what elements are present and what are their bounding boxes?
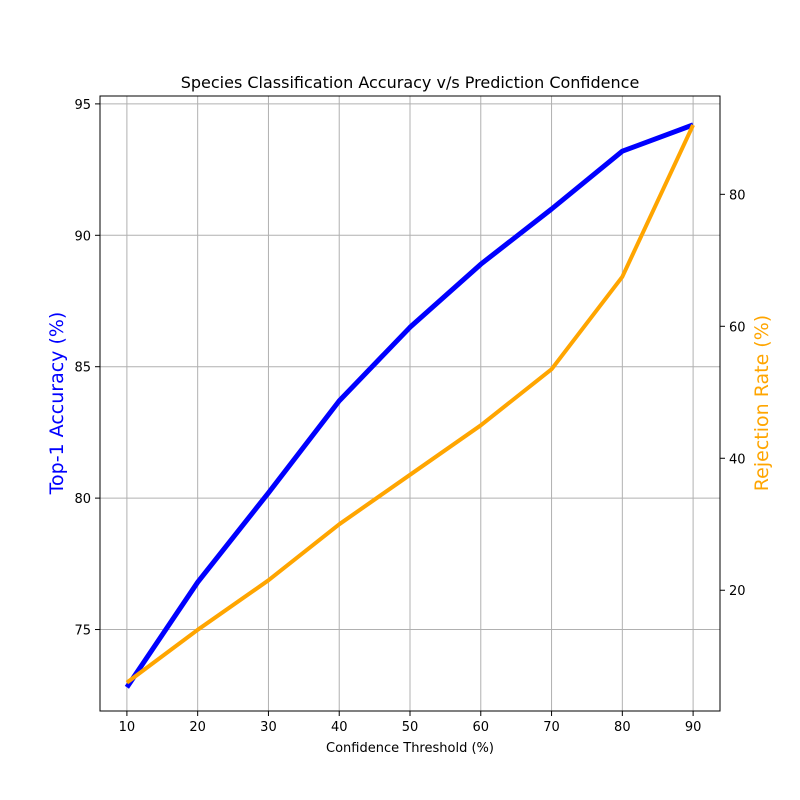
- x-tick-label: 10: [119, 720, 136, 735]
- x-tick-label: 70: [543, 720, 560, 735]
- y-right-tick-label: 60: [729, 320, 746, 335]
- x-tick-label: 30: [260, 720, 277, 735]
- x-tick-label: 80: [614, 720, 631, 735]
- y-axis-left-label: Top-1 Accuracy (%): [46, 312, 68, 496]
- grid-lines: [100, 96, 720, 711]
- y-left-tick-label: 85: [74, 361, 91, 376]
- axis-ticks: 10 20 30 40 50 60 70 80 90 75 80 85 90 95 20 40 60 80: [74, 98, 745, 735]
- x-tick-label: 20: [189, 720, 206, 735]
- x-tick-label: 50: [402, 720, 419, 735]
- y-left-tick-label: 80: [74, 492, 91, 507]
- y-right-tick-label: 40: [729, 452, 746, 467]
- rejection-series-line: [125, 124, 695, 685]
- y-left-tick-label: 95: [74, 98, 91, 113]
- y-right-tick-label: 80: [729, 188, 746, 203]
- x-tick-label: 60: [473, 720, 490, 735]
- series-lines: [124, 122, 695, 689]
- chart-title: Species Classification Accuracy v/s Pred…: [181, 73, 640, 92]
- x-tick-label: 40: [331, 720, 348, 735]
- x-tick-label: 90: [685, 720, 702, 735]
- y-left-tick-label: 75: [74, 624, 91, 639]
- x-axis-label: Confidence Threshold (%): [326, 741, 494, 756]
- accuracy-series-line: [124, 122, 694, 689]
- y-left-tick-label: 90: [74, 229, 91, 244]
- y-right-tick-label: 20: [729, 584, 746, 599]
- y-axis-right-label: Rejection Rate (%): [751, 315, 773, 491]
